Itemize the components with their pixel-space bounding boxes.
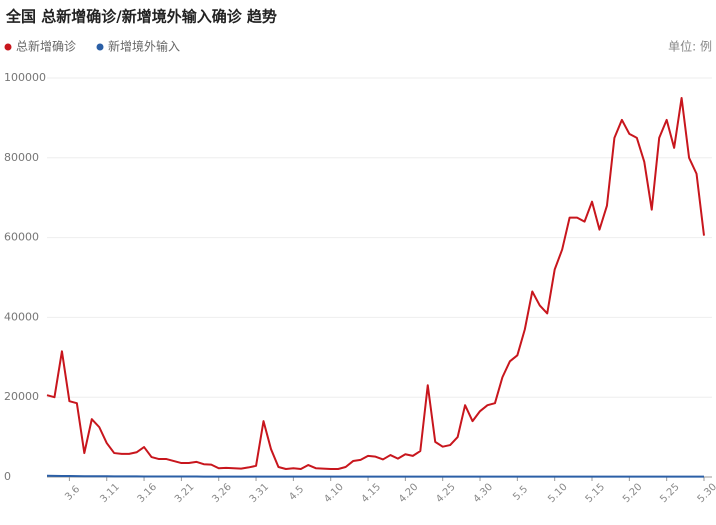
unit-label: 单位: 例	[668, 39, 712, 54]
x-tick-label: 3.31	[248, 482, 272, 506]
y-tick-label: 20000	[4, 390, 39, 403]
legend-label[interactable]: 总新增确诊	[16, 39, 76, 54]
y-tick-label: 80000	[4, 151, 39, 164]
x-tick-label: 5.15	[584, 482, 608, 506]
y-tick-label: 100000	[4, 71, 46, 84]
x-tick-label: 4.20	[397, 482, 421, 506]
legend-marker[interactable]	[96, 43, 104, 51]
x-tick-label: 5.10	[546, 482, 570, 506]
x-tick-label: 4.25	[434, 482, 458, 506]
x-tick-label: 4.10	[322, 482, 346, 506]
x-tick-label: 5.5	[511, 484, 530, 503]
legend: 总新增确诊 新增境外输入	[4, 39, 180, 54]
y-tick-label: 40000	[4, 310, 39, 323]
y-tick-label: 60000	[4, 231, 39, 244]
x-tick-label: 3.6	[63, 484, 82, 503]
x-tick-label: 3.26	[210, 482, 234, 506]
x-tick-label: 5.20	[621, 482, 645, 506]
x-tick-label: 5.25	[658, 482, 682, 506]
y-tick-label: 0	[4, 470, 11, 483]
series-line	[46, 96, 705, 471]
x-tick-label: 4.30	[472, 482, 496, 506]
x-tick-label: 3.16	[136, 482, 160, 506]
x-tick-label: 4.5	[287, 484, 306, 503]
x-tick-label: 3.21	[173, 482, 197, 506]
series-line	[46, 474, 704, 478]
legend-label[interactable]: 新增境外输入	[108, 39, 180, 54]
x-tick-label: 5.30	[696, 482, 716, 506]
x-tick-label: 4.15	[360, 482, 384, 506]
x-tick-label: 3.11	[98, 482, 122, 506]
legend-marker[interactable]	[4, 43, 12, 51]
chart-title: 全国 总新增确诊/新增境外输入确诊 趋势	[5, 8, 277, 26]
